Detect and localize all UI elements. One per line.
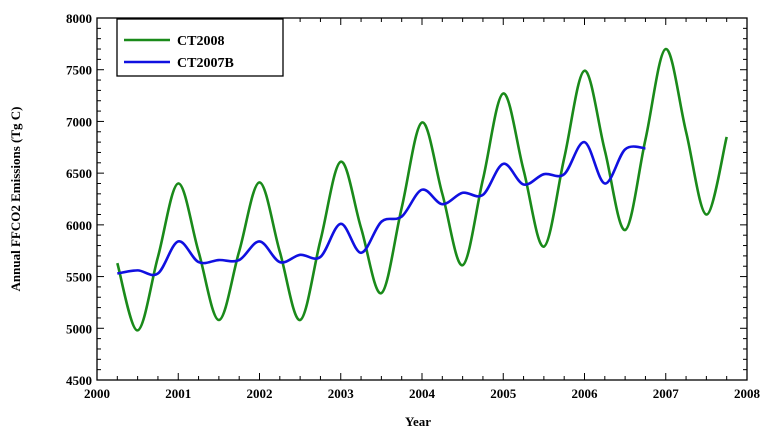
x-tick-label: 2004 [409,386,436,401]
y-tick-label: 6500 [66,166,92,181]
y-tick-label: 7500 [66,63,92,78]
y-axis: 4500 5000 5500 6000 6500 7000 7500 8000 [66,11,747,388]
y-tick-label: 5500 [66,270,92,285]
legend-box [116,18,284,77]
x-tick-label: 2000 [84,386,110,401]
x-axis: 2000 2001 2002 2003 2004 2005 2006 2007 2008 [84,18,761,401]
x-tick-label: 2008 [734,386,761,401]
legend-label: CT2007B [177,56,234,71]
x-tick-label: 2006 [572,386,599,401]
y-tick-label: 5000 [66,321,92,336]
x-tick-label: 2001 [165,386,191,401]
series-line-ct2008 [116,47,728,332]
y-tick-label: 6000 [66,218,92,233]
series-line-ct2007b [117,140,646,277]
y-axis-title: Annual FFCO2 Emissions (Tg C) [8,107,23,292]
y-tick-label: 4500 [66,373,92,388]
x-tick-label: 2007 [653,386,680,401]
series-layer [116,47,728,332]
x-tick-label: 2005 [490,386,517,401]
y-tick-label: 7000 [66,114,92,129]
x-tick-label: 2003 [328,386,355,401]
x-axis-title: Year [405,414,431,429]
legend-label: CT2008 [177,34,224,49]
legend: CT2008 CT2007B [116,18,284,77]
y-tick-label: 8000 [66,11,92,26]
x-tick-label: 2002 [247,386,273,401]
